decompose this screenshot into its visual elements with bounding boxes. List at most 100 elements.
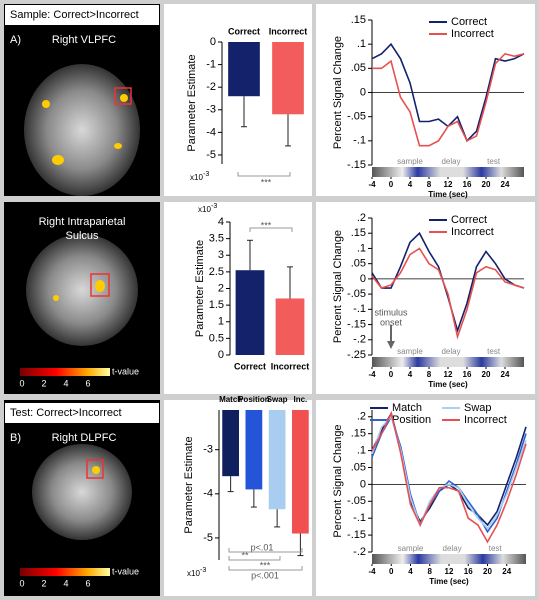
y-tick-label: -2 (206, 81, 216, 93)
legend-label: Correct (451, 214, 487, 226)
panel-letter: A) (10, 34, 21, 46)
bar (292, 410, 309, 534)
x-tick-label: -4 (368, 370, 376, 379)
legend-label: Correct (451, 16, 487, 28)
panel-letter: B) (10, 432, 21, 444)
y-tick-label: .1 (357, 38, 366, 50)
heading-box (5, 403, 159, 423)
y-tick-label: 4 (218, 216, 224, 228)
x-axis-label: Time (sec) (429, 577, 469, 586)
y-tick-label: .15 (351, 428, 366, 440)
y-tick-label: 0.5 (209, 332, 224, 344)
y-tick-label: 0 (210, 36, 216, 48)
colorbar-tick: 2 (41, 378, 46, 388)
y-tick-label: 1 (218, 316, 224, 328)
phase-label: sample (397, 347, 423, 356)
scale-label: x10 (198, 205, 211, 214)
x-tick-label: 16 (463, 180, 472, 189)
brain-slice (24, 64, 140, 196)
legend-label: Swap (464, 402, 492, 414)
phase-label: sample (397, 157, 423, 166)
significance-bracket (249, 227, 293, 232)
y-tick-label: -.15 (347, 159, 366, 171)
heading-box (5, 5, 159, 25)
bar (222, 410, 239, 477)
y-axis-label: Parameter Estimate (194, 240, 206, 337)
timeline-strip (372, 167, 524, 177)
category-label: Inc. (293, 395, 307, 404)
x-tick-label: 20 (482, 180, 491, 189)
y-tick-label: -.1 (353, 303, 366, 315)
brain-images (5, 5, 159, 576)
x-axis-label: Time (sec) (428, 380, 468, 389)
colorbar-label: t-value (112, 366, 139, 376)
x-tick-label: 24 (501, 370, 510, 379)
legend-label: Incorrect (464, 414, 507, 426)
x-tick-label: 20 (483, 567, 492, 576)
y-tick-label: -.1 (353, 512, 366, 524)
colorbar (20, 368, 110, 376)
timeline-strip (372, 357, 524, 367)
y-tick-label: 3.5 (209, 233, 224, 245)
category-label: Position (238, 395, 270, 404)
colorbar-tick: 2 (41, 578, 46, 588)
brain-slice (26, 234, 138, 346)
series-line (372, 52, 525, 147)
y-tick-label: 0 (360, 478, 366, 490)
phase-label: test (487, 157, 501, 166)
x-tick-label: 0 (389, 180, 394, 189)
colorbar-tick: 0 (19, 578, 24, 588)
scale-label: x10 (187, 569, 200, 578)
heading: Sample: Correct>Incorrect (10, 9, 139, 21)
significance-bracket (228, 566, 303, 571)
x-tick-label: 8 (427, 370, 432, 379)
activation (42, 100, 50, 108)
significance-bracket (228, 556, 281, 561)
y-tick-label: -.05 (347, 288, 366, 300)
y-tick-label: .05 (351, 62, 366, 74)
activation (52, 155, 64, 165)
y-axis-label: Parameter Estimate (183, 436, 195, 533)
legend-label: Incorrect (451, 28, 494, 40)
y-tick-label: -.05 (347, 111, 366, 123)
scale-label: x10 (190, 173, 203, 182)
colorbar-tick: 4 (63, 378, 68, 388)
y-tick-label: .05 (351, 258, 366, 270)
x-tick-label: 16 (463, 370, 472, 379)
bar (268, 410, 286, 510)
colorbar-tick: 6 (85, 578, 90, 588)
y-axis-label: Parameter Estimate (186, 54, 198, 151)
scale-exponent: -3 (200, 567, 206, 574)
scale-exponent: -3 (203, 171, 209, 178)
y-tick-label: 2.5 (209, 266, 224, 278)
x-tick-label: 4 (408, 180, 413, 189)
x-tick-label: 12 (444, 180, 453, 189)
y-tick-label: -5 (203, 532, 213, 544)
category-label: Incorrect (269, 26, 308, 36)
y-tick-label: -.15 (347, 318, 366, 330)
y-tick-label: .15 (351, 227, 366, 239)
y-tick-label: .2 (357, 411, 366, 423)
y-tick-label: .1 (357, 242, 366, 254)
x-tick-label: 24 (502, 567, 511, 576)
y-tick-label: 0 (360, 86, 366, 98)
significance-label: p<.01 (251, 542, 274, 552)
legend-label: Incorrect (451, 226, 494, 238)
y-tick-label: -.2 (353, 546, 366, 558)
series-line (371, 247, 525, 340)
series-line (371, 410, 527, 544)
bar (272, 42, 304, 115)
scale-exponent: -3 (211, 203, 217, 210)
significance-label: *** (260, 560, 271, 570)
phase-label: test (489, 544, 503, 553)
brain-slice (32, 444, 132, 540)
region: Right DLPFC (52, 432, 117, 444)
x-tick-label: 12 (445, 567, 454, 576)
phase-label: test (487, 347, 501, 356)
y-tick-label: -.25 (347, 349, 366, 361)
x-tick-label: 16 (464, 567, 473, 576)
x-tick-label: 24 (501, 180, 510, 189)
roi-box (90, 273, 110, 297)
